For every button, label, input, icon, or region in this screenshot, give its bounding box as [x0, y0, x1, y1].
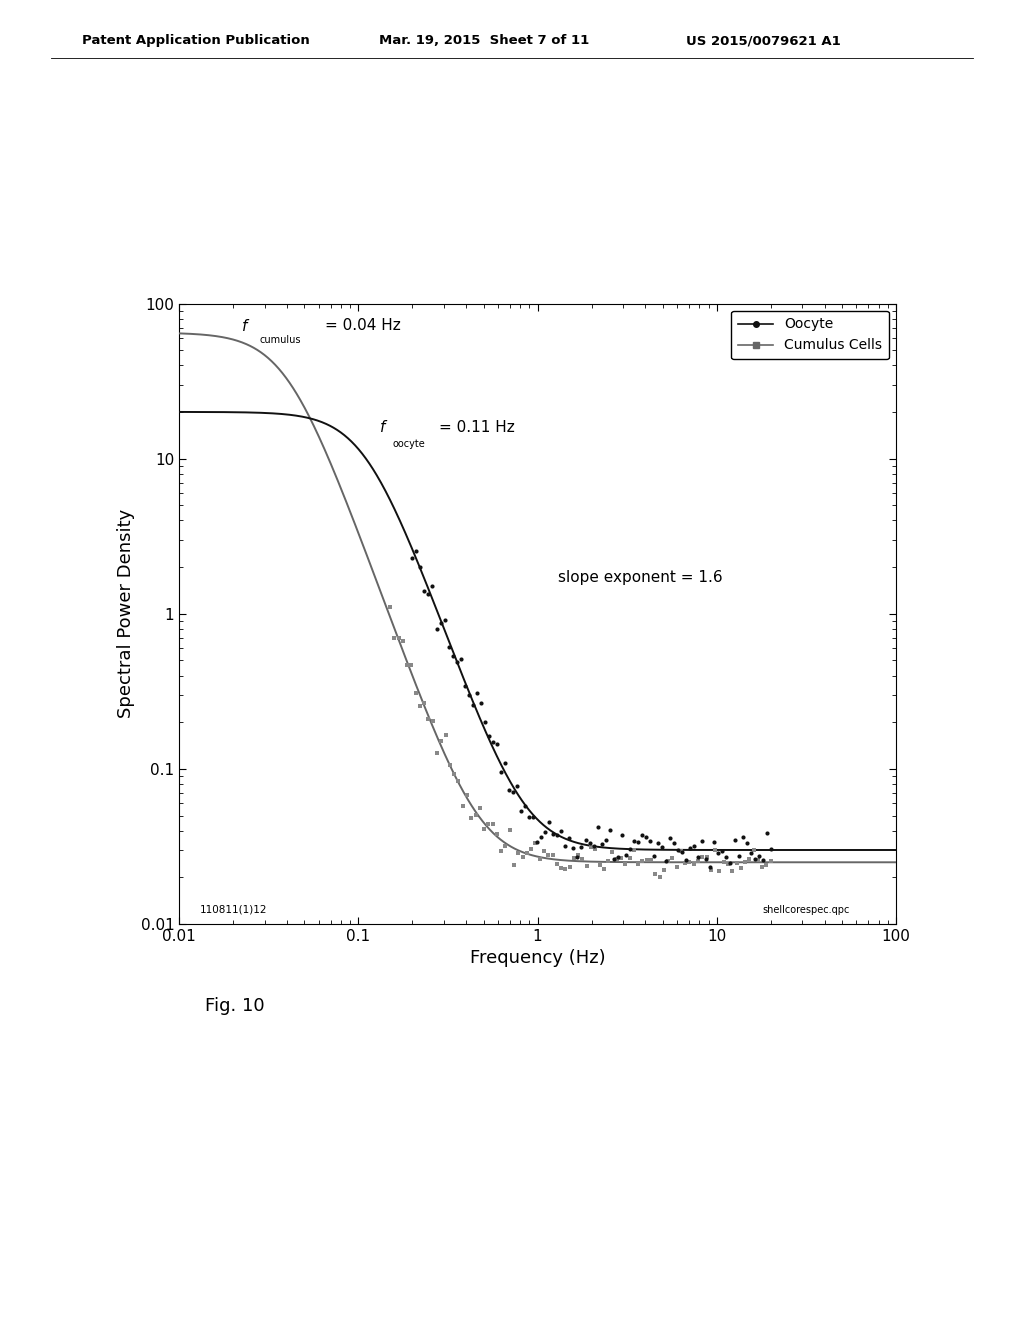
- Text: shellcorespec.qpc: shellcorespec.qpc: [763, 904, 850, 915]
- Text: oocyte: oocyte: [392, 438, 425, 449]
- Text: US 2015/0079621 A1: US 2015/0079621 A1: [686, 34, 841, 48]
- Text: slope exponent = 1.6: slope exponent = 1.6: [558, 570, 723, 585]
- Text: cumulus: cumulus: [259, 335, 301, 346]
- Y-axis label: Spectral Power Density: Spectral Power Density: [117, 510, 135, 718]
- Text: Mar. 19, 2015  Sheet 7 of 11: Mar. 19, 2015 Sheet 7 of 11: [379, 34, 589, 48]
- X-axis label: Frequency (Hz): Frequency (Hz): [470, 949, 605, 968]
- Legend: Oocyte, Cumulus Cells: Oocyte, Cumulus Cells: [731, 310, 889, 359]
- Text: Fig. 10: Fig. 10: [205, 997, 264, 1015]
- Text: $f$: $f$: [379, 418, 388, 436]
- Text: $f$: $f$: [241, 318, 250, 334]
- Text: 110811(1)12: 110811(1)12: [200, 904, 267, 915]
- Text: = 0.11 Hz: = 0.11 Hz: [438, 420, 514, 434]
- Text: Patent Application Publication: Patent Application Publication: [82, 34, 309, 48]
- Text: = 0.04 Hz: = 0.04 Hz: [325, 318, 400, 333]
